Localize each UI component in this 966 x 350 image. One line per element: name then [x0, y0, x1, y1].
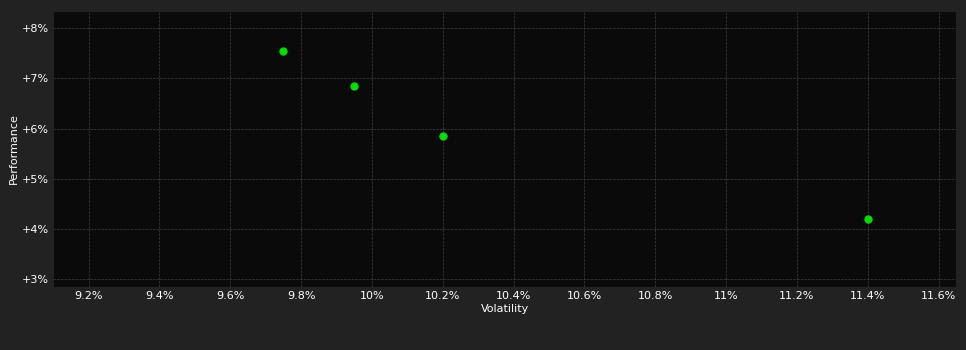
Point [347, 83, 362, 89]
Y-axis label: Performance: Performance [9, 113, 19, 184]
Point [275, 48, 291, 54]
X-axis label: Volatility: Volatility [481, 304, 528, 314]
Point [435, 133, 450, 139]
Point [860, 216, 875, 222]
